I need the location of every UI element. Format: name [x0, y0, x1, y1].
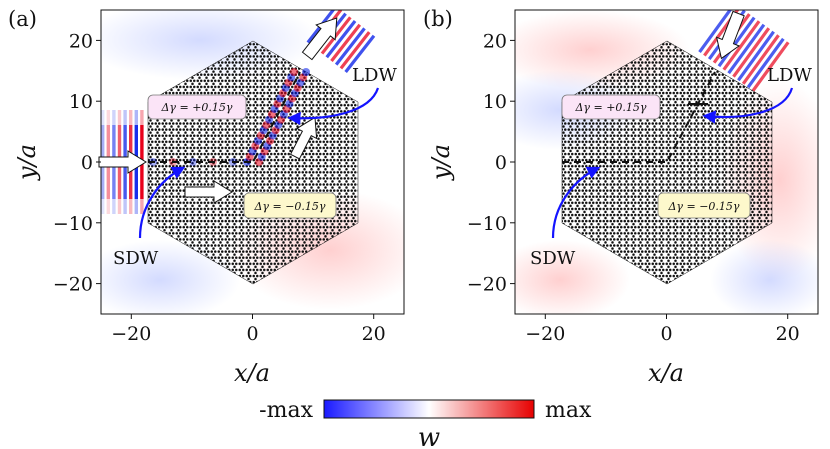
panel-b: Δγ = +0.15γ Δγ = −0.15γ SDW LDW −20 0 20 20… — [423, 7, 819, 387]
colorbar-min-label: -max — [259, 398, 313, 423]
panel-a: Δγ = +0.15γ Δγ = −0.15γ SDW LDW −20 0 20 20… — [8, 7, 405, 387]
colorbar-gradient — [323, 399, 535, 419]
guided-wave-dot — [290, 68, 298, 76]
panel-a-lower-box-label: Δγ = −0.15γ — [253, 200, 325, 213]
panel-a-upper-box — [147, 94, 247, 120]
guided-wave-dot — [189, 158, 197, 166]
panel-b-input-arrow — [715, 10, 745, 60]
y-tick-label: −10 — [53, 213, 93, 235]
x-tick-label: −20 — [525, 323, 565, 345]
panel-a-upper-box-label: Δγ = +0.15γ — [160, 101, 232, 114]
wave-band — [741, 34, 780, 85]
wave-stripe-faint — [140, 110, 144, 125]
x-tick-label: −20 — [111, 323, 151, 345]
panel-a-input-arrow — [98, 150, 147, 174]
panel-a-output-arrow — [301, 17, 338, 61]
panel-a-ldw-arrow — [287, 87, 380, 126]
y-tick-label: −10 — [467, 213, 507, 235]
x-tick-label: 0 — [246, 323, 258, 345]
wave-stripe-faint — [129, 199, 133, 214]
x-tick-label: 0 — [660, 323, 672, 345]
wave-stripe-faint — [140, 199, 144, 214]
panel-a-guided-wave — [149, 68, 310, 166]
y-tick-label: 10 — [483, 91, 507, 113]
panel-a-lower-box — [243, 192, 337, 219]
wave-stripe-faint — [134, 199, 138, 214]
wave-stripe-faint — [123, 110, 127, 125]
y-tick-label: 0 — [81, 152, 93, 174]
panel-b-sdw-arrow — [551, 166, 601, 239]
panel-a-ticks: −20 0 20 20 10 0 −10 −20 — [53, 30, 386, 345]
panel-a-lower-arrow — [184, 180, 233, 204]
guided-wave-dot — [302, 68, 310, 76]
wave-stripe-faint — [117, 199, 122, 214]
panel-a-ylabel: y/a — [13, 144, 41, 181]
panel-a-sdw-arrow — [138, 166, 186, 239]
panel-b-sdw-label: SDW — [530, 248, 576, 269]
panel-b-upper-box — [561, 94, 661, 120]
panel-a-label: (a) — [8, 7, 37, 31]
wave-stripe-faint — [129, 110, 133, 125]
wave-band — [339, 31, 371, 70]
panel-b-ldw-arrow — [702, 87, 794, 124]
wave-band — [325, 20, 357, 59]
y-tick-label: −20 — [467, 274, 507, 296]
panel-b-lower-box-label: Δγ = −0.15γ — [667, 200, 739, 213]
y-tick-label: 0 — [495, 152, 507, 174]
y-tick-label: 20 — [483, 30, 507, 52]
y-tick-label: 20 — [69, 30, 93, 52]
panel-b-label: (b) — [423, 7, 453, 31]
y-tick-label: 10 — [69, 91, 93, 113]
wave-band — [727, 23, 766, 75]
wave-stripe-faint — [112, 199, 116, 214]
wave-stripe-faint — [101, 199, 105, 214]
y-tick-label: −20 — [53, 274, 93, 296]
panel-a-domain-wall-path — [148, 71, 301, 163]
wave-band — [320, 16, 352, 55]
wave-stripe-faint — [123, 199, 127, 214]
x-tick-label: 20 — [776, 323, 800, 345]
wave-band — [732, 27, 771, 78]
panel-a-turn-arrow — [289, 116, 318, 160]
panel-b-xlabel: x/a — [648, 359, 684, 387]
colorbar-quantity: w — [418, 423, 440, 449]
panel-b-field — [515, 10, 818, 314]
panel-b-outgoing-wave — [698, 10, 790, 92]
panel-a-xlabel: x/a — [234, 359, 270, 387]
wave-band — [751, 41, 790, 92]
wave-band — [746, 37, 785, 89]
panel-b-domain-wall-path — [562, 71, 716, 163]
wave-band — [737, 30, 775, 82]
wave-band — [698, 10, 737, 53]
panel-a-ldw-label: LDW — [352, 65, 397, 86]
wave-stripe-faint — [106, 110, 110, 125]
wave-band — [344, 34, 376, 74]
panel-a-sdw-label: SDW — [113, 248, 159, 269]
colorbar: -max max w — [259, 398, 592, 449]
panel-b-ticks: −20 0 20 20 10 0 −10 −20 — [467, 30, 800, 345]
panel-b-lower-box — [657, 192, 751, 219]
colorbar-max-label: max — [545, 398, 592, 423]
wave-stripe-faint — [134, 110, 138, 125]
wave-band — [330, 23, 362, 62]
wave-stripe-faint — [106, 199, 110, 214]
wave-stripe-faint — [101, 110, 105, 125]
wave-stripe-faint — [117, 110, 122, 125]
x-tick-label: 20 — [362, 323, 386, 345]
wave-band — [334, 27, 366, 66]
panel-b-ylabel: y/a — [427, 144, 455, 181]
panel-b-ldw-label: LDW — [767, 65, 812, 86]
wave-band — [722, 20, 761, 71]
panel-b-upper-box-label: Δγ = +0.15γ — [574, 101, 646, 114]
wave-stripe-faint — [112, 110, 116, 125]
